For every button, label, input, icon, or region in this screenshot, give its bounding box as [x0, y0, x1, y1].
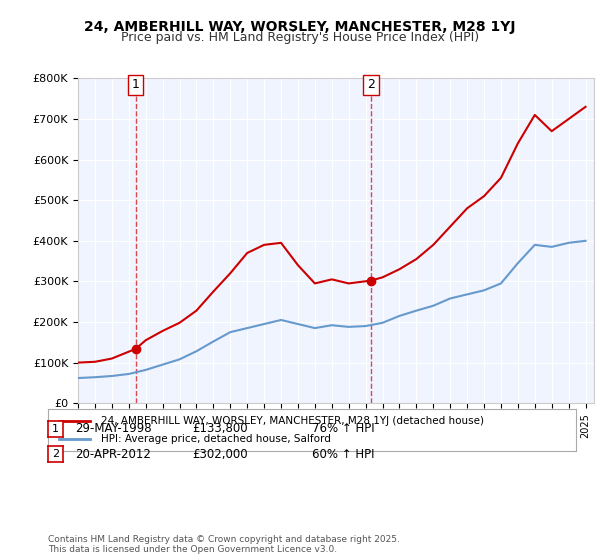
- Text: 29-MAY-1998: 29-MAY-1998: [75, 422, 152, 436]
- Text: £302,000: £302,000: [192, 447, 248, 461]
- Text: £133,800: £133,800: [192, 422, 248, 436]
- Text: 20-APR-2012: 20-APR-2012: [75, 447, 151, 461]
- Text: 24, AMBERHILL WAY, WORSLEY, MANCHESTER, M28 1YJ (detached house): 24, AMBERHILL WAY, WORSLEY, MANCHESTER, …: [101, 416, 484, 426]
- Text: 1: 1: [132, 78, 140, 91]
- Text: HPI: Average price, detached house, Salford: HPI: Average price, detached house, Salf…: [101, 434, 331, 444]
- Text: 24, AMBERHILL WAY, WORSLEY, MANCHESTER, M28 1YJ: 24, AMBERHILL WAY, WORSLEY, MANCHESTER, …: [84, 20, 516, 34]
- Text: 2: 2: [52, 449, 59, 459]
- Text: Contains HM Land Registry data © Crown copyright and database right 2025.
This d: Contains HM Land Registry data © Crown c…: [48, 535, 400, 554]
- Text: Price paid vs. HM Land Registry's House Price Index (HPI): Price paid vs. HM Land Registry's House …: [121, 31, 479, 44]
- Text: 60% ↑ HPI: 60% ↑ HPI: [312, 447, 374, 461]
- Text: 76% ↑ HPI: 76% ↑ HPI: [312, 422, 374, 436]
- Text: 1: 1: [52, 424, 59, 434]
- Text: 2: 2: [367, 78, 375, 91]
